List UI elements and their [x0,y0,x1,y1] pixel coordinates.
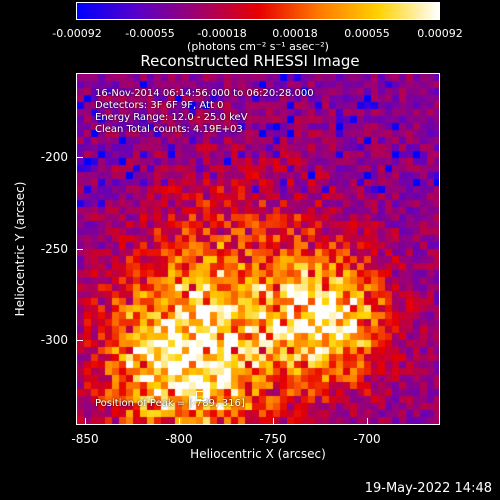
colorbar-tick-label: 0.00018 [272,27,318,40]
info-time-range: 16-Nov-2014 06:14:56.000 to 06:20:28.000 [95,88,314,99]
colorbar-tick-label: 0.00092 [417,27,463,40]
x-tick-mark [179,418,180,424]
info-clean-counts: Clean Total counts: 4.19E+03 [95,124,243,135]
plot-frame [76,73,440,425]
x-axis-label: Heliocentric X (arcsec) [190,447,326,461]
info-peak-position: Position of Peak = [-789,-316] [95,398,245,409]
x-tick-label: -850 [71,432,99,446]
colorbar-tick-label: -0.00018 [197,27,247,40]
x-tick-label: -700 [353,432,381,446]
colorbar [76,2,440,20]
y-axis-label: Heliocentric Y (arcsec) [13,181,27,317]
info-energy-range: Energy Range: 12.0 - 25.0 keV [95,112,248,123]
x-tick-label: -750 [259,432,287,446]
x-tick-label: -800 [165,432,193,446]
colorbar-tick-label: 0.00055 [344,27,390,40]
x-tick-mark [273,418,274,424]
colorbar-unit-label: (photons cm⁻² s⁻¹ asec⁻²) [187,40,329,53]
y-tick-mark [77,340,83,341]
info-detectors: Detectors: 3F 6F 9F, Att 0 [95,100,224,111]
timestamp: 19-May-2022 14:48 [364,481,492,496]
y-tick-label: -250 [40,242,68,256]
x-tick-mark [85,418,86,424]
y-tick-mark [77,249,83,250]
colorbar-tick-label: -0.00092 [52,27,102,40]
y-tick-mark [77,157,83,158]
peak-marker [196,391,206,401]
heatmap-image [77,74,439,424]
y-tick-label: -300 [40,333,68,347]
colorbar-tick-label: -0.00055 [125,27,175,40]
x-tick-mark [367,418,368,424]
plot-title: Reconstructed RHESSI Image [140,52,360,70]
y-tick-label: -200 [40,150,68,164]
